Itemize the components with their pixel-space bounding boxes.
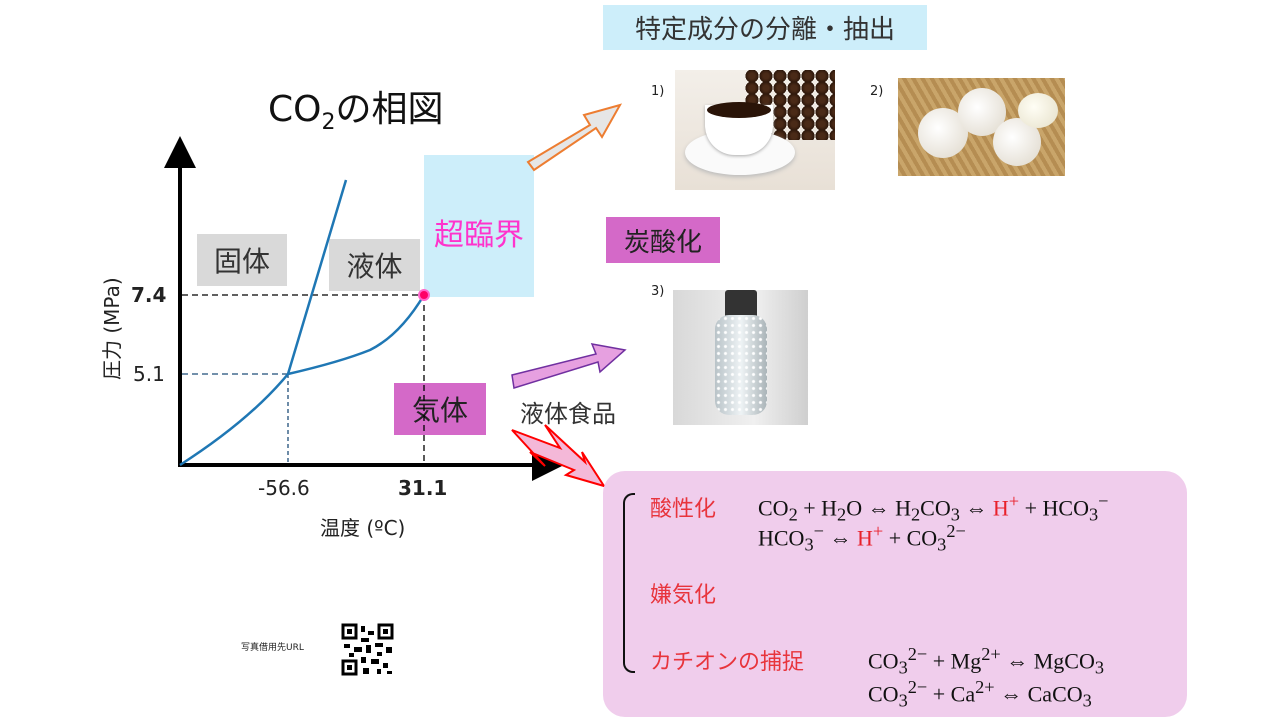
gas-region-label: 気体 (394, 383, 486, 435)
y-tick-5-1: 5.1 (133, 362, 165, 386)
coffee-photo (675, 70, 835, 190)
equation-3: CO32− + Mg2+ ⇔ MgCO3 (868, 644, 1105, 678)
arrow-to-extraction (526, 103, 623, 172)
photo-2-number: 2) (870, 84, 884, 99)
bottle-photo (673, 290, 808, 425)
x-tick-minus56-6: -56.6 (258, 476, 310, 500)
photo-3-number: 3) (651, 284, 665, 299)
y-tick-7-4: 7.4 (131, 283, 167, 307)
critical-point (418, 289, 430, 301)
sublimation-curve (179, 373, 289, 467)
title-box: 特定成分の分離・抽出 (603, 5, 927, 50)
liquid-food-label: 液体食品 (520, 400, 616, 428)
credit-label: 写真借用先URL (241, 643, 304, 653)
arrow-to-effects (511, 424, 607, 488)
anaerobic-label: 嫌気化 (650, 583, 717, 608)
bracket (623, 493, 635, 673)
diagram-title: CO2の相図 (268, 89, 444, 136)
y-axis-label: 圧力 (MPa) (100, 277, 124, 380)
solid-region-label: 固体 (197, 234, 287, 286)
effects-panel: 酸性化 嫌気化 カチオンの捕捉 CO2 + H2O ⇔ H2CO3 ⇔ H+ +… (603, 471, 1187, 717)
equation-2: HCO3− ⇔ H+ + CO32− (758, 521, 966, 555)
qr-code[interactable] (341, 623, 394, 676)
garlic-photo (898, 78, 1065, 176)
liquid-region-label: 液体 (329, 239, 420, 291)
arrow-to-liquid-food (511, 343, 627, 389)
melting-curve (286, 179, 348, 375)
cation-capture-label: カチオンの捕捉 (650, 650, 805, 675)
photo-1-number: 1) (651, 84, 665, 99)
carbonation-box: 炭酸化 (606, 217, 720, 263)
acidify-label: 酸性化 (650, 497, 717, 522)
equation-1: CO2 + H2O ⇔ H2CO3 ⇔ H+ + HCO3− (758, 491, 1109, 525)
x-tick-31-1: 31.1 (398, 476, 448, 500)
x-axis-label: 温度 (ºC) (320, 516, 406, 540)
vaporization-curve (287, 294, 426, 376)
supercritical-region: 超臨界 (424, 155, 534, 297)
equation-4: CO32− + Ca2+ ⇔ CaCO3 (868, 677, 1092, 711)
